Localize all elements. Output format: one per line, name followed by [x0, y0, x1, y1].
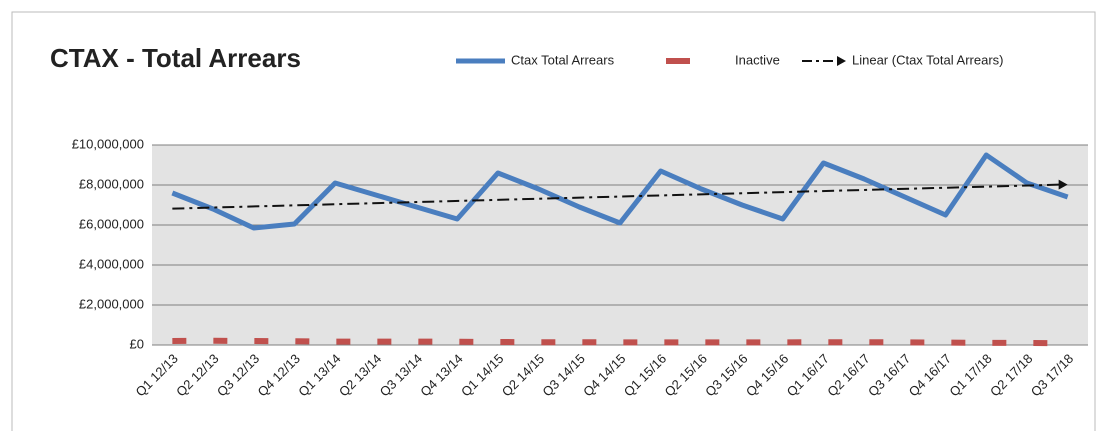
y-tick-label: £4,000,000 — [79, 256, 144, 271]
legend-label: Inactive — [735, 52, 780, 67]
y-tick-label: £6,000,000 — [79, 216, 144, 231]
legend-label: Ctax Total Arrears — [511, 52, 615, 67]
trend-arrow — [1058, 179, 1068, 190]
series-line — [171, 152, 1069, 231]
legend-arrow — [837, 56, 846, 66]
legend-label: Linear (Ctax Total Arrears) — [852, 52, 1004, 67]
series-line — [172, 337, 1068, 347]
y-tick-label: £2,000,000 — [79, 296, 144, 311]
plot-area — [152, 145, 1088, 345]
chart-title: CTAX - Total Arrears — [50, 43, 301, 73]
y-tick-label: £8,000,000 — [79, 176, 144, 191]
y-tick-label: £10,000,000 — [72, 136, 144, 151]
y-tick-label: £0 — [130, 336, 144, 351]
trend-line — [172, 183, 1060, 210]
